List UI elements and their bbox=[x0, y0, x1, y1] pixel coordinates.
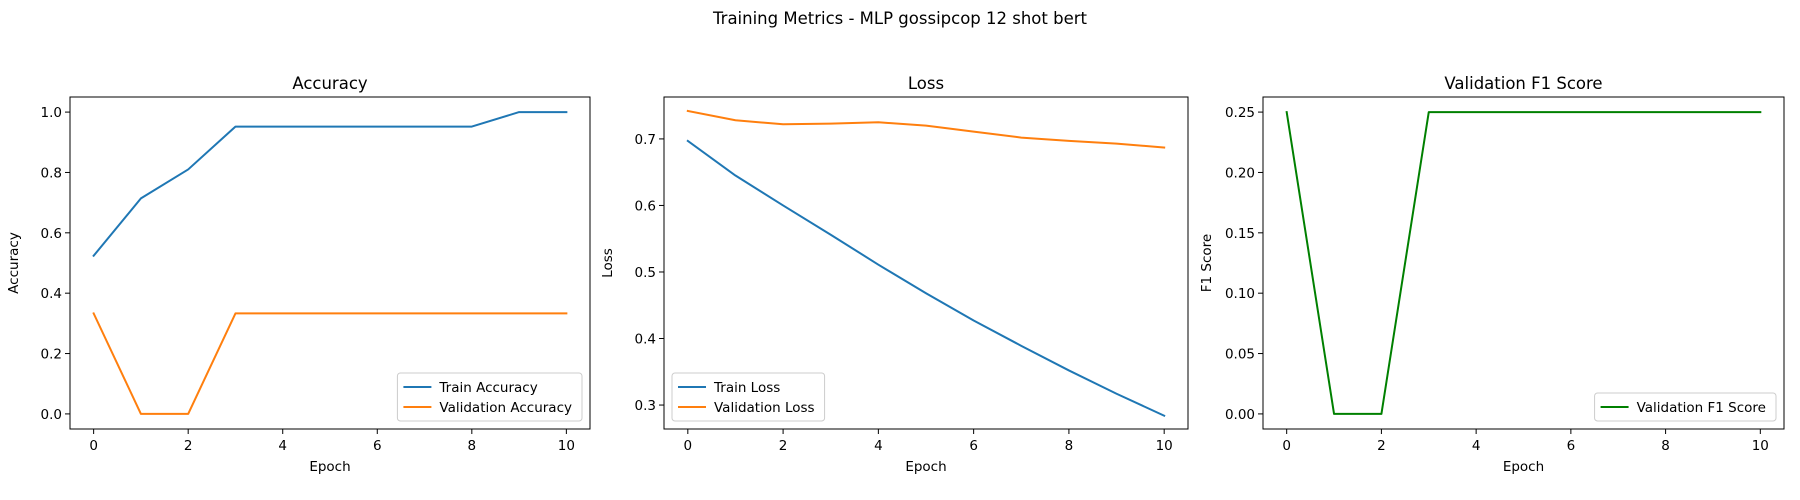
y-tick-label: 0.0 bbox=[41, 407, 62, 423]
y-tick-label: 0.6 bbox=[41, 226, 62, 242]
legend-label: Train Loss bbox=[713, 380, 780, 396]
chart-panels: Accuracy 0 2 4 6 8 10 0.0 0.2 0.4 0.6 0.8 1.0 Epoch Ac… bbox=[6, 74, 1785, 475]
x-tick-label: 0 bbox=[1282, 438, 1291, 454]
y-tick-label: 0.25 bbox=[1225, 105, 1255, 121]
legend: Validation F1 Score bbox=[1594, 392, 1777, 422]
series-line-1 bbox=[92, 111, 568, 258]
legend: Train Accuracy Validation Accuracy bbox=[396, 372, 583, 422]
y-tick-label: 0.3 bbox=[635, 398, 656, 414]
x-tick-label: 4 bbox=[874, 438, 883, 454]
plot-frame bbox=[1262, 96, 1785, 430]
panel-title: Validation F1 Score bbox=[1444, 74, 1602, 93]
chart-panel-3: Validation F1 Score 0 2 4 6 8 10 0.00 0.05 0.10 0.… bbox=[1199, 74, 1785, 475]
legend-label: Validation Loss bbox=[714, 400, 815, 416]
x-tick-label: 10 bbox=[1156, 438, 1173, 454]
x-axis-label: Epoch bbox=[309, 459, 350, 475]
x-tick-label: 8 bbox=[468, 438, 477, 454]
panel-title: Accuracy bbox=[292, 74, 368, 93]
x-tick-label: 2 bbox=[779, 438, 788, 454]
x-axis-label: Epoch bbox=[1503, 459, 1544, 475]
x-tick-label: 2 bbox=[184, 438, 193, 454]
x-tick-label: 6 bbox=[1567, 438, 1576, 454]
y-tick-label: 0.2 bbox=[41, 347, 62, 363]
legend-box bbox=[396, 372, 583, 422]
series-line-2 bbox=[686, 109, 1166, 149]
y-tick-label: 0.6 bbox=[635, 198, 656, 214]
plot-frame bbox=[663, 96, 1189, 430]
y-tick-label: 0.00 bbox=[1225, 407, 1255, 423]
y-axis-label: F1 Score bbox=[1199, 234, 1215, 292]
x-tick-label: 0 bbox=[89, 438, 98, 454]
panel-title: Loss bbox=[908, 74, 944, 93]
x-tick-label: 6 bbox=[969, 438, 978, 454]
legend: Train Loss Validation Loss bbox=[671, 372, 826, 422]
y-tick-label: 0.20 bbox=[1225, 165, 1255, 181]
y-tick-label: 0.4 bbox=[635, 332, 656, 348]
y-tick-label: 0.5 bbox=[635, 265, 656, 281]
y-tick-label: 0.8 bbox=[41, 165, 62, 181]
chart-panel-1: Accuracy 0 2 4 6 8 10 0.0 0.2 0.4 0.6 0.8 1.0 Epoch Ac… bbox=[6, 74, 591, 475]
x-tick-label: 2 bbox=[1377, 438, 1386, 454]
y-tick-label: 0.7 bbox=[635, 132, 656, 148]
x-tick-label: 4 bbox=[278, 438, 287, 454]
legend-label: Validation F1 Score bbox=[1637, 400, 1766, 416]
x-tick-label: 6 bbox=[373, 438, 382, 454]
x-tick-label: 8 bbox=[1065, 438, 1074, 454]
plot-frame bbox=[69, 96, 591, 430]
y-axis-label: Accuracy bbox=[6, 232, 22, 294]
x-tick-label: 8 bbox=[1661, 438, 1670, 454]
x-axis-label: Epoch bbox=[905, 459, 946, 475]
series-line-2 bbox=[92, 312, 568, 415]
chart-panel-2: Loss 0 2 4 6 8 10 0.3 0.4 0.5 0.6 0.7 Epoch Loss Train… bbox=[600, 74, 1189, 475]
x-tick-label: 10 bbox=[558, 438, 575, 454]
figure-title: Training Metrics - MLP gossipcop 12 shot… bbox=[712, 9, 1088, 28]
x-tick-label: 10 bbox=[1752, 438, 1769, 454]
y-axis-label: Loss bbox=[600, 248, 616, 278]
y-tick-label: 0.4 bbox=[41, 286, 62, 302]
legend-label: Validation Accuracy bbox=[439, 400, 572, 416]
legend-label: Train Accuracy bbox=[438, 380, 537, 396]
series-line-1 bbox=[1285, 110, 1762, 415]
y-tick-label: 0.15 bbox=[1225, 226, 1255, 242]
x-tick-label: 4 bbox=[1472, 438, 1481, 454]
legend-box bbox=[1594, 392, 1777, 422]
legend-box bbox=[671, 372, 826, 422]
x-tick-label: 0 bbox=[684, 438, 693, 454]
y-tick-label: 0.10 bbox=[1225, 286, 1255, 302]
series-line-1 bbox=[686, 139, 1166, 418]
y-tick-label: 1.0 bbox=[41, 105, 62, 121]
y-tick-label: 0.05 bbox=[1225, 347, 1255, 363]
